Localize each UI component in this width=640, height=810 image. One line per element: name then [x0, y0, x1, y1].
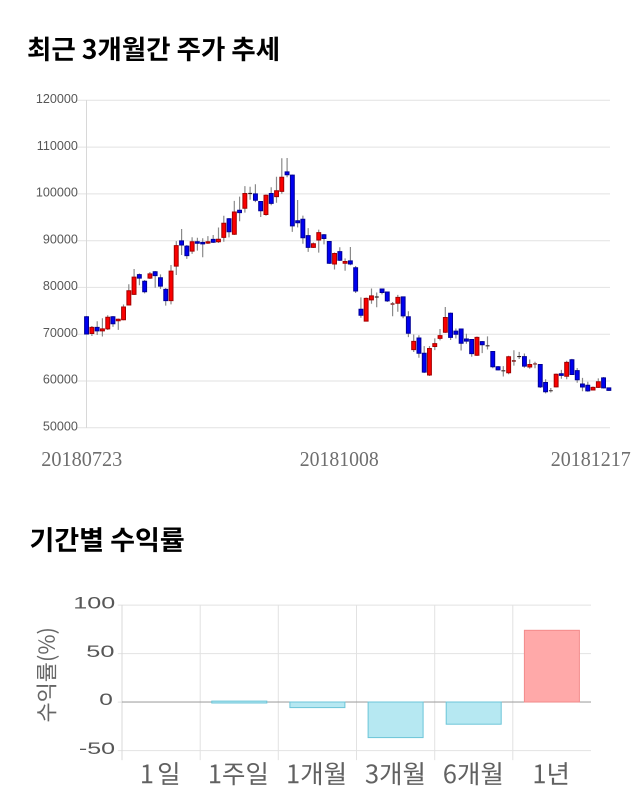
svg-text:-50: -50 [79, 739, 115, 758]
svg-text:20180723: 20180723 [41, 447, 122, 471]
svg-text:50000: 50000 [43, 420, 78, 434]
svg-text:70000: 70000 [43, 326, 78, 340]
svg-text:100000: 100000 [36, 186, 78, 200]
svg-text:100: 100 [73, 593, 115, 612]
svg-text:50: 50 [86, 642, 114, 661]
svg-text:90000: 90000 [43, 232, 78, 246]
svg-text:80000: 80000 [43, 279, 78, 293]
svg-text:60000: 60000 [43, 373, 78, 387]
svg-text:20181008: 20181008 [300, 447, 379, 471]
svg-text:110000: 110000 [37, 139, 78, 153]
svg-text:20181217: 20181217 [551, 447, 631, 471]
svg-text:0: 0 [99, 690, 113, 709]
svg-text:120000: 120000 [36, 92, 78, 106]
